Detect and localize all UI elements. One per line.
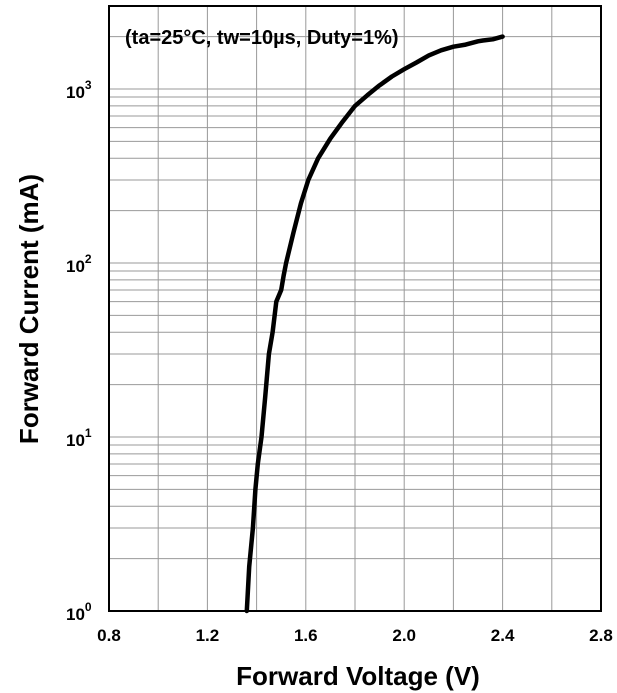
y-tick-label: 103 [66, 78, 92, 102]
y-tick-label: 100 [66, 600, 92, 624]
y-tick-label: 102 [66, 252, 92, 276]
x-tick-label: 1.2 [196, 626, 220, 645]
x-axis-title: Forward Voltage (V) [236, 661, 480, 691]
series-layer [244, 34, 505, 614]
y-tick-label: 101 [66, 426, 92, 450]
conditions-annotation: (ta=25°C, tw=10µs, Duty=1%) [125, 27, 399, 49]
x-tick-label: 2.4 [491, 626, 515, 645]
x-tick-label: 1.6 [294, 626, 318, 645]
x-tick-labels: 0.8 1.2 1.6 2.0 2.4 2.8 [97, 626, 613, 645]
x-tick-label: 0.8 [97, 626, 121, 645]
y-tick-labels: 100 101 102 103 [66, 78, 92, 624]
x-tick-label: 2.0 [392, 626, 416, 645]
forward-current-curve [244, 34, 505, 614]
x-tick-label: 2.8 [589, 626, 613, 645]
grid-minor-lines [109, 6, 601, 611]
y-axis-title: Forward Current (mA) [14, 174, 44, 444]
plot-frame [108, 5, 602, 612]
